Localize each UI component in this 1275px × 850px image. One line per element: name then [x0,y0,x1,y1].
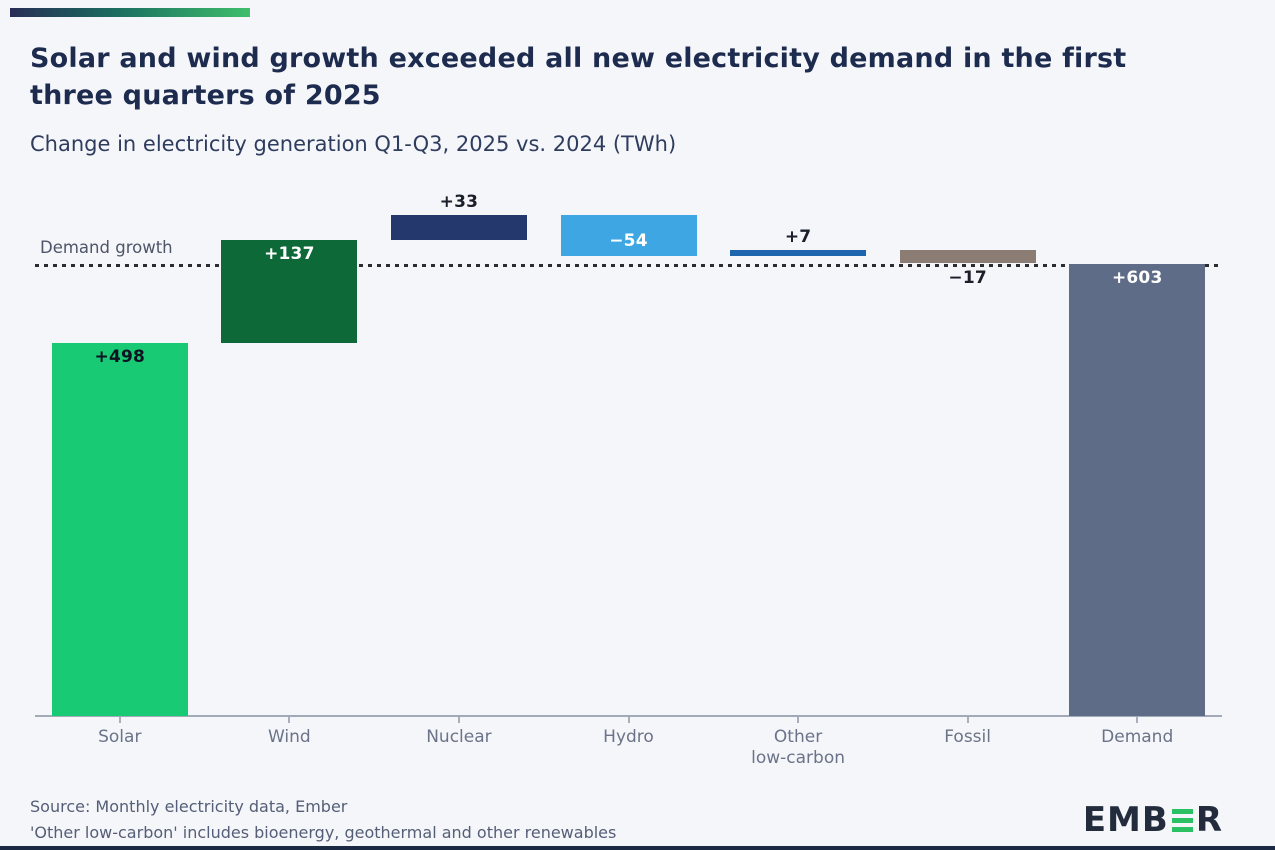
chart-subtitle: Change in electricity generation Q1-Q3, … [30,132,677,156]
ember-logo-text-right: R [1195,800,1223,840]
source-text: Source: Monthly electricity data, Ember [30,797,348,816]
bar-wind [221,239,358,343]
x-axis-line [35,715,1222,717]
value-label-hydro: −54 [609,230,648,251]
axis-tick-demand [1136,717,1139,723]
source-block: Source: Monthly electricity data, Ember … [30,794,616,846]
bottom-border [0,846,1275,850]
category-label-wind: Wind [267,727,311,747]
axis-tick-solar [118,717,121,723]
footnote-text: 'Other low-carbon' includes bioenergy, g… [30,823,617,842]
category-label-fossil: Fossil [944,727,991,747]
value-label-nuclear: +33 [439,192,479,212]
demand-growth-reference-line [35,263,1222,267]
bar-solar [51,342,188,716]
category-label-demand: Demand [1101,727,1174,747]
bar-other-low-carbon [730,250,867,256]
brand-accent-bar [10,8,250,17]
axis-tick-hydro [627,717,630,723]
category-label-hydro: Hydro [603,727,654,747]
axis-tick-nuclear [457,717,460,723]
category-label-nuclear: Nuclear [426,727,492,747]
bar-demand [1069,263,1206,716]
value-label-other-low-carbon: +7 [784,227,812,248]
value-label-solar: +498 [94,346,146,367]
bar-hydro [560,215,697,256]
value-label-fossil: −17 [948,268,987,288]
ember-logo-text-left: EMB [1082,800,1169,840]
axis-tick-other-low-carbon [797,717,800,723]
category-label-other-low-carbon: Other low-carbon [751,727,845,768]
value-label-demand: +603 [1111,267,1163,288]
value-label-wind: +137 [264,243,315,264]
ember-logo: EMB R [1082,800,1223,840]
axis-tick-fossil [966,717,969,723]
waterfall-plot: Demand growth +498 Solar +137 Wind +33 Nuclea… [35,184,1222,768]
chart-title: Solar and wind growth exceeded all new e… [30,43,1127,111]
ember-logo-e-icon [1171,808,1193,832]
demand-growth-label: Demand growth [40,237,173,257]
axis-tick-wind [288,717,291,723]
bar-nuclear [390,215,527,240]
category-label-solar: Solar [98,727,142,747]
bar-fossil [899,250,1036,263]
